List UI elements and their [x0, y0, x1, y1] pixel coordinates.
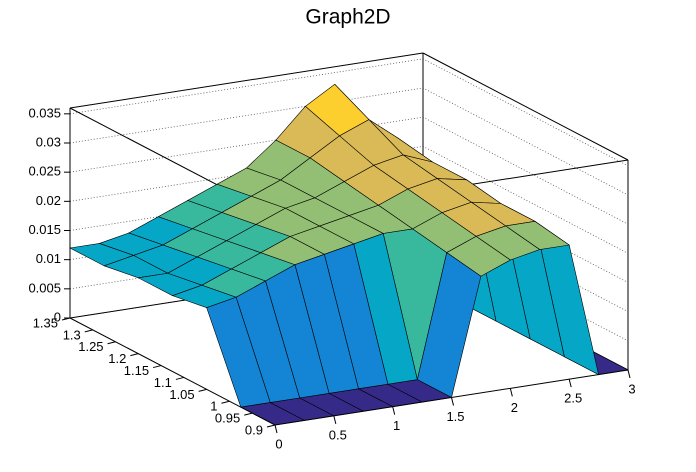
y-tick-label: 1.25	[78, 339, 103, 354]
z-tick-label: 0.025	[28, 164, 61, 179]
x-tick	[274, 424, 278, 434]
y-axis	[69, 317, 276, 426]
z-tick-label: 0	[54, 309, 61, 324]
z-tick-label: 0.015	[28, 222, 61, 237]
z-tick-label: 0.02	[36, 193, 61, 208]
x-tick	[333, 415, 337, 424]
y-tick	[152, 365, 162, 369]
y-tick-label: 0.9	[245, 422, 263, 437]
y-tick	[266, 424, 276, 428]
z-tick-label: 0.005	[28, 280, 61, 295]
y-tick-label: 1	[210, 399, 217, 414]
x-tick-label: 0.5	[329, 427, 347, 442]
x-tick-label: 1	[393, 418, 400, 433]
z-tick-label: 0.035	[28, 105, 61, 120]
y-tick-label: 1.15	[124, 363, 149, 378]
x-tick-label: 2.5	[564, 391, 582, 406]
x-tick	[627, 369, 631, 379]
x-tick-label: 0	[275, 436, 282, 451]
z-tick-label: 0.03	[36, 134, 61, 149]
x-tick	[451, 397, 454, 406]
y-tick	[221, 400, 230, 404]
y-tick	[107, 341, 116, 345]
x-tick	[509, 388, 513, 397]
y-tick-label: 1.05	[169, 387, 194, 402]
box-edge	[69, 52, 424, 109]
y-tick-label: 1.2	[108, 351, 126, 366]
x-tick-label: 3	[628, 381, 635, 396]
x-tick	[568, 379, 572, 388]
x-tick-label: 1.5	[446, 409, 464, 424]
y-tick	[84, 329, 93, 333]
y-tick-label: 0.95	[215, 411, 240, 426]
y-tick-label: 1.1	[154, 375, 172, 390]
box-edge	[422, 52, 629, 161]
x-tick-label: 2	[511, 400, 518, 415]
y-tick	[175, 376, 185, 380]
z-tick-label: 0.01	[36, 251, 61, 266]
y-tick-label: 1.3	[63, 327, 81, 342]
y-tick	[198, 388, 207, 392]
y-tick	[244, 412, 253, 416]
chart-title: Graph2D	[305, 6, 390, 29]
y-tick	[130, 353, 139, 357]
y-tick-label: 1.35	[33, 315, 58, 330]
x-tick	[392, 406, 396, 415]
